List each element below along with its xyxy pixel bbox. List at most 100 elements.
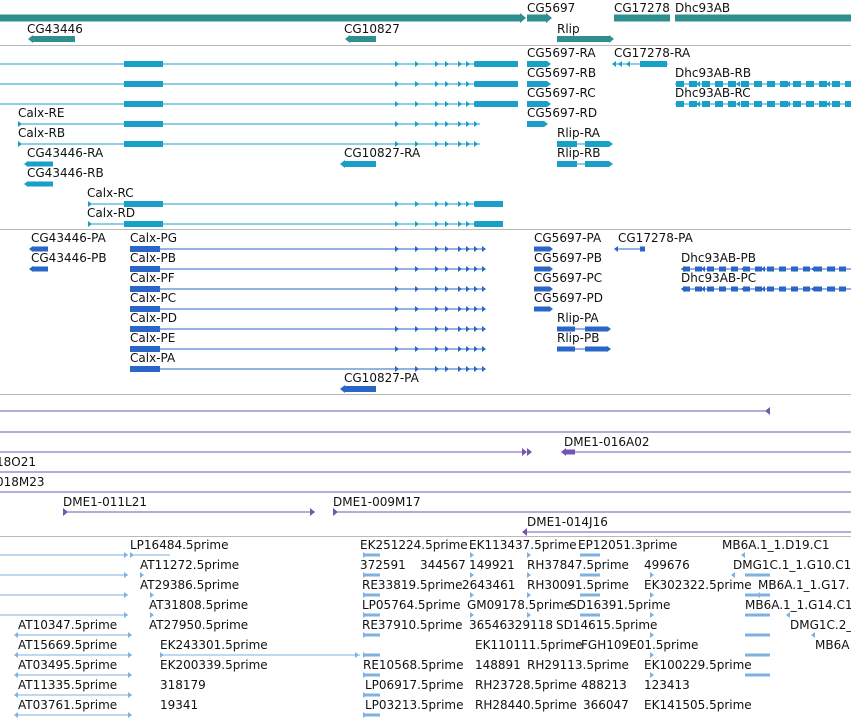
est-label[interactable]: RH30091.5prime — [527, 578, 629, 592]
feature-block[interactable] — [585, 161, 609, 167]
feature-block[interactable] — [767, 101, 775, 107]
est-feature[interactable] — [363, 653, 380, 657]
feature-block[interactable] — [527, 101, 547, 107]
feature-block[interactable] — [475, 81, 518, 87]
feature-block[interactable] — [345, 161, 376, 167]
transcript-label[interactable]: Rlip-PB — [557, 331, 600, 345]
est-feature[interactable] — [363, 673, 380, 677]
feature-block[interactable] — [741, 81, 749, 87]
clone-label[interactable]: DME1-014J16 — [527, 515, 608, 529]
transcript-label[interactable]: CG10827-PA — [344, 371, 419, 385]
feature-block[interactable] — [780, 81, 788, 87]
feature-block[interactable] — [557, 161, 577, 167]
feature-block[interactable] — [755, 266, 762, 272]
est-label[interactable]: MB6A.1_1.G17. — [758, 578, 850, 592]
est-label[interactable]: AT11335.5prime — [18, 678, 118, 692]
feature-block[interactable] — [779, 266, 786, 272]
feature-block[interactable] — [780, 101, 788, 107]
feature-label[interactable]: Dhc93AB — [675, 1, 731, 15]
est-label[interactable]: EK302322.5prime — [644, 578, 752, 592]
feature-block[interactable] — [715, 101, 723, 107]
feature-label[interactable]: CG5697 — [527, 1, 576, 15]
est-label[interactable]: 149921 — [469, 558, 515, 572]
transcript-label[interactable]: Rlip-RB — [557, 146, 601, 160]
est-feature[interactable] — [363, 693, 380, 697]
est-label[interactable]: AT03761.5prime — [18, 698, 118, 712]
feature-block[interactable] — [827, 266, 834, 272]
feature-block[interactable] — [827, 286, 834, 292]
est-label[interactable]: GM09178.5prime — [467, 598, 572, 612]
feature-block[interactable] — [527, 121, 544, 127]
transcript-label[interactable]: CG5697-PB — [534, 251, 603, 265]
feature-block[interactable] — [695, 286, 702, 292]
feature-block[interactable] — [130, 266, 160, 272]
feature-label[interactable]: Rlip — [557, 22, 580, 36]
transcript-label[interactable]: Calx-RE — [18, 106, 65, 120]
feature-block[interactable] — [707, 286, 714, 292]
feature-block[interactable] — [585, 326, 607, 332]
est-label[interactable]: DMG1C.1_1.G10.C1 — [733, 558, 851, 572]
transcript-label[interactable]: Calx-PE — [130, 331, 176, 345]
feature-block[interactable] — [527, 81, 547, 87]
est-label[interactable]: RH28440.5prime — [475, 698, 577, 712]
transcript-label[interactable]: Calx-RC — [87, 186, 134, 200]
gene-feature[interactable] — [350, 36, 376, 42]
est-label[interactable]: AT10347.5prime — [18, 618, 118, 632]
est-label[interactable]: EK113437.5prime — [469, 538, 577, 552]
feature-block[interactable] — [755, 286, 762, 292]
feature-block[interactable] — [815, 286, 822, 292]
feature-block[interactable] — [839, 266, 846, 272]
feature-block[interactable] — [845, 81, 851, 87]
transcript-label[interactable]: CG5697-RC — [527, 86, 596, 100]
feature-block[interactable] — [767, 266, 774, 272]
feature-label[interactable]: CG17278 — [614, 1, 670, 15]
est-label[interactable]: MB6A.1_1.D19.C1 — [722, 538, 830, 552]
est-feature[interactable] — [580, 553, 600, 557]
est-label[interactable]: 19341 — [160, 698, 199, 712]
transcript-label[interactable]: CG43446-PA — [31, 231, 106, 245]
est-label[interactable]: 148891 — [475, 658, 521, 672]
est-label[interactable]: AT31808.5prime — [149, 598, 249, 612]
est-feature[interactable] — [363, 553, 380, 557]
est-label[interactable]: EK200339.5prime — [160, 658, 268, 672]
est-feature[interactable] — [745, 573, 770, 577]
feature-block[interactable] — [689, 81, 697, 87]
transcript-label[interactable]: Dhc93AB-RC — [675, 86, 751, 100]
feature-block[interactable] — [557, 326, 575, 332]
est-label[interactable]: 372591 — [360, 558, 406, 572]
feature-block[interactable] — [819, 101, 827, 107]
feature-block[interactable] — [130, 326, 160, 332]
est-feature[interactable] — [363, 633, 380, 637]
transcript-label[interactable]: CG5697-RB — [527, 66, 597, 80]
transcript-label[interactable]: CG17278-RA — [614, 46, 691, 60]
est-label[interactable]: RE33819.5prime — [362, 578, 463, 592]
transcript-label[interactable]: CG43446-RB — [27, 166, 104, 180]
est-label[interactable]: 366047 — [583, 698, 629, 712]
feature-block[interactable] — [130, 246, 160, 252]
est-label[interactable]: LP05764.5prime — [362, 598, 461, 612]
est-label[interactable]: AT27950.5prime — [149, 618, 249, 632]
feature-label[interactable]: CG43446 — [27, 22, 83, 36]
est-label[interactable]: RH23728.5prime — [475, 678, 577, 692]
est-feature[interactable] — [363, 593, 380, 597]
est-feature[interactable] — [363, 713, 380, 717]
est-label[interactable]: 488213 — [581, 678, 627, 692]
feature-block[interactable] — [475, 101, 518, 107]
feature-block[interactable] — [585, 346, 607, 352]
feature-block[interactable] — [695, 266, 702, 272]
est-feature[interactable] — [580, 613, 600, 617]
feature-block[interactable] — [124, 201, 163, 207]
est-label[interactable]: 123413 — [644, 678, 690, 692]
est-label[interactable]: SD14615.5prime — [556, 618, 658, 632]
feature-block[interactable] — [731, 286, 738, 292]
transcript-label[interactable]: Dhc93AB-PC — [681, 271, 757, 285]
clone-label[interactable]: 018M23 — [0, 475, 45, 489]
feature-block[interactable] — [640, 61, 667, 67]
est-label[interactable]: MB6A — [815, 638, 850, 652]
feature-block[interactable] — [130, 366, 160, 372]
transcript-label[interactable]: Calx-PD — [130, 311, 177, 325]
transcript-label[interactable]: CG5697-PD — [534, 291, 604, 305]
transcript-label[interactable]: Calx-RB — [18, 126, 66, 140]
feature-block[interactable] — [130, 346, 160, 352]
clone-label[interactable]: 18O21 — [0, 455, 36, 469]
